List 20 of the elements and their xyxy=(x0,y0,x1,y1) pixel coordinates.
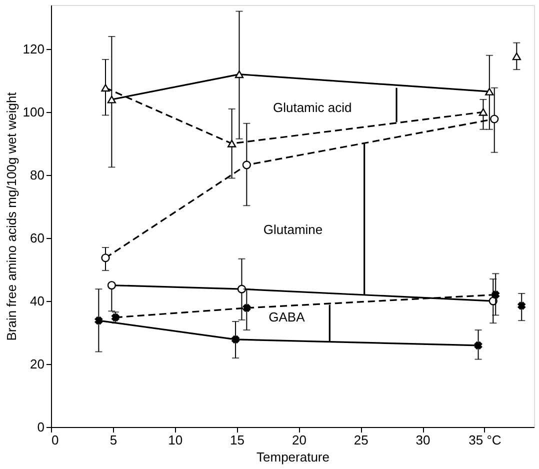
annotation: Glutamic acid xyxy=(272,100,352,116)
y-tick-label: 0 xyxy=(37,420,44,434)
x-tick-label: 5 xyxy=(110,432,118,448)
y-axis-title: Brain free amino acids mg/100g wet weight xyxy=(4,92,19,341)
y-tick-label: 80 xyxy=(30,168,44,183)
annotation: GABA xyxy=(268,310,306,325)
x-tick-label: 35 °C xyxy=(468,432,502,448)
y-tick-label: 20 xyxy=(30,356,44,372)
x-tick-label: 0 xyxy=(52,432,59,448)
x-tick-label: 30 xyxy=(416,432,430,448)
x-tick-label: 10 xyxy=(168,432,183,448)
x-tick-label: 20 xyxy=(292,432,306,448)
y-tick-label: 120 xyxy=(22,42,44,57)
x-axis-title: Temperature xyxy=(256,450,330,464)
x-tick-label: 15 xyxy=(230,432,245,448)
y-tick-label: 60 xyxy=(30,230,44,246)
annotation: Glutamine xyxy=(263,222,323,238)
y-tick-label: 100 xyxy=(22,104,44,120)
x-tick-label: 25 xyxy=(354,432,368,448)
y-tick-label: 40 xyxy=(30,294,44,309)
